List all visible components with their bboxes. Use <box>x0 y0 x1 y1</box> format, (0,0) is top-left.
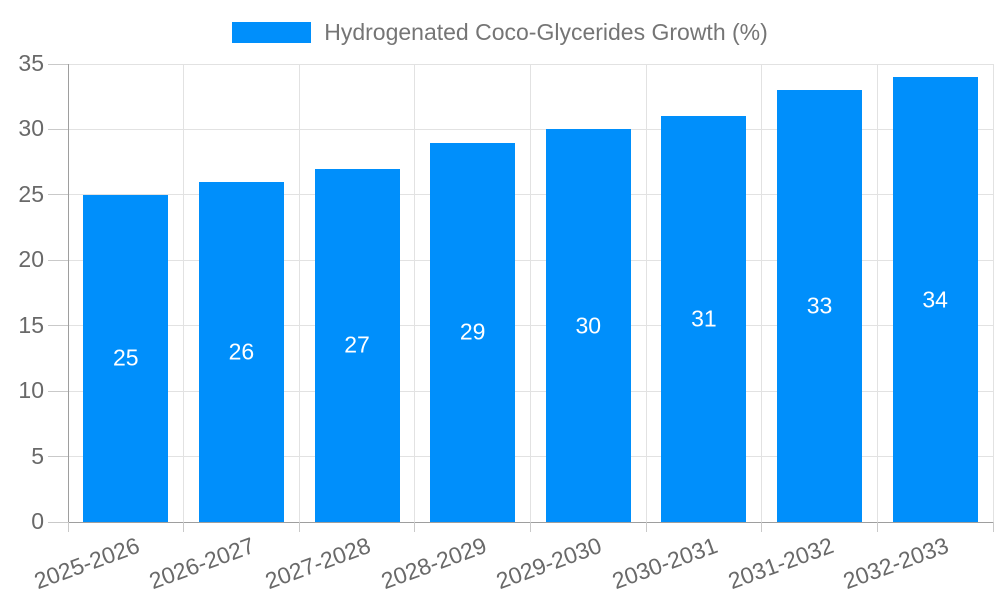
y-axis-label: 10 <box>18 377 44 404</box>
bar-2027-2028[interactable] <box>314 168 400 522</box>
legend-marker-icon <box>232 22 312 43</box>
x-axis-line <box>48 521 993 523</box>
v-gridline <box>761 64 763 522</box>
bar-value-label: 25 <box>113 344 139 371</box>
bar-2030-2031[interactable] <box>661 116 747 522</box>
x-tick <box>761 522 763 532</box>
x-axis-label: 2027-2028 <box>261 532 374 595</box>
bar-value-label: 33 <box>806 292 833 319</box>
bar-value-label: 31 <box>691 305 717 332</box>
y-tick <box>48 194 68 196</box>
y-tick <box>48 390 68 392</box>
x-tick <box>67 522 69 532</box>
x-axis-label: 2030-2031 <box>608 532 721 595</box>
bar-2029-2030[interactable] <box>545 129 631 522</box>
x-axis-label: 2026-2027 <box>146 532 259 595</box>
y-axis-label: 25 <box>18 180 44 207</box>
y-tick <box>48 259 68 261</box>
v-gridline <box>414 64 416 522</box>
x-axis-label: 2032-2033 <box>839 532 953 595</box>
y-tick <box>48 325 68 327</box>
x-tick <box>992 522 994 532</box>
legend[interactable]: Hydrogenated Coco-Glycerides Growth (%) <box>0 19 1000 46</box>
v-gridline <box>992 64 994 522</box>
y-axis-label: 0 <box>31 507 44 534</box>
x-tick <box>876 522 878 532</box>
x-tick <box>645 522 647 532</box>
y-axis-line <box>67 64 69 522</box>
y-axis-label: 35 <box>18 49 44 76</box>
v-gridline <box>298 64 300 522</box>
v-gridline <box>530 64 531 522</box>
x-axis-label: 2028-2029 <box>377 532 490 595</box>
x-tick <box>530 522 531 532</box>
bar-value-label: 30 <box>575 312 602 339</box>
x-axis-label: 2031-2032 <box>724 532 837 595</box>
y-axis-label: 15 <box>18 311 44 338</box>
bar-2031-2032[interactable] <box>777 90 863 522</box>
bar-value-label: 26 <box>228 338 255 365</box>
bar-2032-2033[interactable] <box>892 77 978 522</box>
legend-label: Hydrogenated Coco-Glycerides Growth (%) <box>324 19 768 45</box>
bar-value-label: 27 <box>344 331 370 358</box>
x-tick <box>414 522 416 532</box>
v-gridline <box>645 64 647 522</box>
y-axis-label: 30 <box>18 115 44 142</box>
x-axis-label: 2025-2026 <box>30 532 143 595</box>
v-gridline <box>876 64 878 522</box>
bar-2025-2026[interactable] <box>83 194 169 522</box>
y-axis-label: 5 <box>31 442 44 469</box>
y-tick <box>48 63 68 65</box>
bar-2028-2029[interactable] <box>430 142 516 522</box>
bar-value-label: 34 <box>922 286 948 313</box>
y-tick <box>48 456 68 458</box>
y-tick <box>48 128 68 130</box>
x-axis-label: 2029-2030 <box>492 532 606 595</box>
y-tick <box>48 521 68 523</box>
bar-value-label: 29 <box>459 318 486 345</box>
x-tick <box>298 522 300 532</box>
y-axis-label: 20 <box>18 246 44 273</box>
bar-2026-2027[interactable] <box>198 181 284 522</box>
x-tick <box>183 522 185 532</box>
v-gridline <box>183 64 185 522</box>
